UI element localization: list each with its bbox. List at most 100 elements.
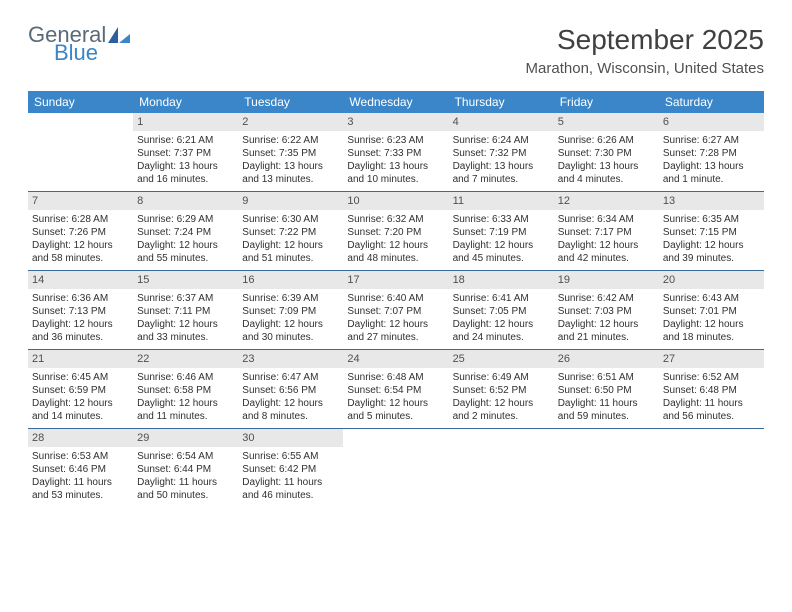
day-detail: and 24 minutes. [453, 331, 550, 344]
calendar-day: 8Sunrise: 6:29 AMSunset: 7:24 PMDaylight… [133, 192, 238, 270]
day-detail: Sunset: 7:30 PM [558, 147, 655, 160]
calendar-day: 4Sunrise: 6:24 AMSunset: 7:32 PMDaylight… [449, 113, 554, 191]
day-detail: Sunset: 7:01 PM [663, 305, 760, 318]
day-detail: Sunset: 6:59 PM [32, 384, 129, 397]
weekday-label: Monday [133, 91, 238, 113]
day-detail: Sunset: 6:52 PM [453, 384, 550, 397]
day-detail: Sunset: 6:42 PM [242, 463, 339, 476]
calendar-day: 13Sunrise: 6:35 AMSunset: 7:15 PMDayligh… [659, 192, 764, 270]
logo-text-blue: Blue [54, 42, 130, 64]
day-detail: and 10 minutes. [347, 173, 444, 186]
day-detail: and 27 minutes. [347, 331, 444, 344]
day-detail: Daylight: 12 hours [32, 318, 129, 331]
day-detail: Sunrise: 6:54 AM [137, 450, 234, 463]
day-detail: Daylight: 13 hours [663, 160, 760, 173]
day-detail: Sunrise: 6:24 AM [453, 134, 550, 147]
day-detail: Daylight: 11 hours [242, 476, 339, 489]
calendar-day: 22Sunrise: 6:46 AMSunset: 6:58 PMDayligh… [133, 350, 238, 428]
calendar-day: 24Sunrise: 6:48 AMSunset: 6:54 PMDayligh… [343, 350, 448, 428]
day-detail: Daylight: 12 hours [663, 318, 760, 331]
day-detail: Sunrise: 6:48 AM [347, 371, 444, 384]
day-detail: and 14 minutes. [32, 410, 129, 423]
calendar-day: 15Sunrise: 6:37 AMSunset: 7:11 PMDayligh… [133, 271, 238, 349]
day-detail: Sunrise: 6:21 AM [137, 134, 234, 147]
day-detail: Daylight: 13 hours [242, 160, 339, 173]
day-number: 22 [133, 350, 238, 368]
day-number: 23 [238, 350, 343, 368]
day-detail: Sunrise: 6:30 AM [242, 213, 339, 226]
calendar-week: 14Sunrise: 6:36 AMSunset: 7:13 PMDayligh… [28, 271, 764, 350]
day-detail: Sunrise: 6:27 AM [663, 134, 760, 147]
day-detail: Daylight: 12 hours [242, 318, 339, 331]
day-number: 5 [554, 113, 659, 131]
day-detail: Sunset: 7:09 PM [242, 305, 339, 318]
weekday-label: Thursday [449, 91, 554, 113]
weekday-label: Friday [554, 91, 659, 113]
day-detail: and 11 minutes. [137, 410, 234, 423]
day-detail: and 21 minutes. [558, 331, 655, 344]
calendar-day: 3Sunrise: 6:23 AMSunset: 7:33 PMDaylight… [343, 113, 448, 191]
day-number: 1 [133, 113, 238, 131]
calendar-grid: Sunday Monday Tuesday Wednesday Thursday… [28, 91, 764, 507]
day-number: 26 [554, 350, 659, 368]
day-detail: Daylight: 12 hours [558, 318, 655, 331]
day-number: 7 [28, 192, 133, 210]
day-detail: and 51 minutes. [242, 252, 339, 265]
day-number: 6 [659, 113, 764, 131]
calendar-day [449, 429, 554, 507]
day-number: 17 [343, 271, 448, 289]
day-detail: Sunset: 7:28 PM [663, 147, 760, 160]
day-detail: Sunset: 7:26 PM [32, 226, 129, 239]
day-number: 25 [449, 350, 554, 368]
calendar-day: 10Sunrise: 6:32 AMSunset: 7:20 PMDayligh… [343, 192, 448, 270]
calendar-day: 18Sunrise: 6:41 AMSunset: 7:05 PMDayligh… [449, 271, 554, 349]
calendar-day [554, 429, 659, 507]
day-number: 30 [238, 429, 343, 447]
day-number: 13 [659, 192, 764, 210]
day-detail: Sunrise: 6:42 AM [558, 292, 655, 305]
day-detail: Sunset: 7:03 PM [558, 305, 655, 318]
day-detail: Sunset: 7:11 PM [137, 305, 234, 318]
day-detail: Daylight: 12 hours [453, 318, 550, 331]
day-detail: Daylight: 11 hours [558, 397, 655, 410]
day-detail: Sunset: 7:15 PM [663, 226, 760, 239]
calendar-day: 16Sunrise: 6:39 AMSunset: 7:09 PMDayligh… [238, 271, 343, 349]
day-number: 21 [28, 350, 133, 368]
calendar-day: 30Sunrise: 6:55 AMSunset: 6:42 PMDayligh… [238, 429, 343, 507]
day-detail: and 16 minutes. [137, 173, 234, 186]
day-number: 29 [133, 429, 238, 447]
day-detail: Daylight: 12 hours [137, 397, 234, 410]
logo-sail-icon [108, 27, 130, 43]
calendar-week: 1 Sunrise: 6:21 AMSunset: 7:37 PM Daylight… [28, 113, 764, 192]
day-detail: and 4 minutes. [558, 173, 655, 186]
calendar-day: 27Sunrise: 6:52 AMSunset: 6:48 PMDayligh… [659, 350, 764, 428]
calendar-day: 23Sunrise: 6:47 AMSunset: 6:56 PMDayligh… [238, 350, 343, 428]
day-detail: Daylight: 12 hours [558, 239, 655, 252]
calendar-day: 21 Sunrise: 6:45 AMSunset: 6:59 PMDayligh… [28, 350, 133, 428]
day-detail: Sunset: 7:22 PM [242, 226, 339, 239]
day-detail: and 36 minutes. [32, 331, 129, 344]
day-detail: Sunset: 7:37 PM [137, 147, 234, 160]
day-detail: Sunrise: 6:22 AM [242, 134, 339, 147]
day-detail: Sunrise: 6:32 AM [347, 213, 444, 226]
day-detail: Daylight: 13 hours [453, 160, 550, 173]
day-detail: and 7 minutes. [453, 173, 550, 186]
day-detail: Daylight: 12 hours [32, 397, 129, 410]
calendar-day [659, 429, 764, 507]
calendar-day: 7Sunrise: 6:28 AMSunset: 7:26 PMDaylight… [28, 192, 133, 270]
day-detail: and 39 minutes. [663, 252, 760, 265]
day-detail: and 46 minutes. [242, 489, 339, 502]
day-detail: Sunrise: 6:39 AM [242, 292, 339, 305]
day-number: 9 [238, 192, 343, 210]
calendar-day: 17Sunrise: 6:40 AMSunset: 7:07 PMDayligh… [343, 271, 448, 349]
day-detail: Sunrise: 6:36 AM [32, 292, 129, 305]
day-detail: Sunrise: 6:47 AM [242, 371, 339, 384]
day-detail: Sunrise: 6:29 AM [137, 213, 234, 226]
day-detail: Sunset: 6:48 PM [663, 384, 760, 397]
day-detail: Daylight: 12 hours [347, 318, 444, 331]
day-detail: Sunrise: 6:33 AM [453, 213, 550, 226]
day-detail: Sunrise: 6:45 AM [32, 371, 129, 384]
title-block: September 2025 Marathon, Wisconsin, Unit… [526, 24, 764, 77]
day-detail: Sunrise: 6:41 AM [453, 292, 550, 305]
calendar-week: 7Sunrise: 6:28 AMSunset: 7:26 PMDaylight… [28, 192, 764, 271]
